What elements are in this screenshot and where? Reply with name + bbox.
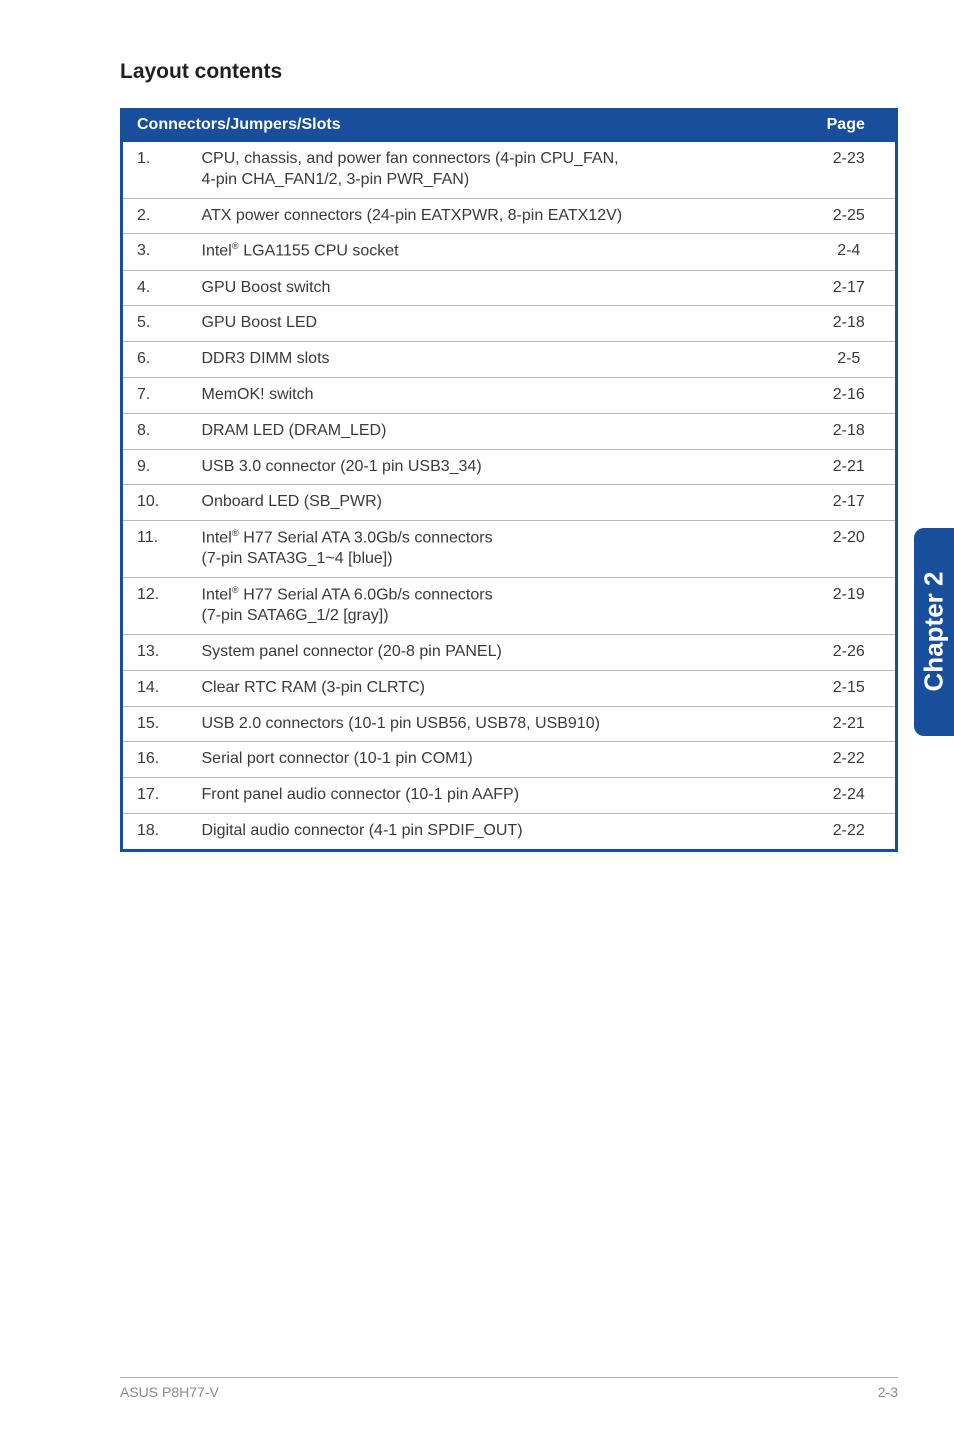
table-row: 7. MemOK! switch 2-16 <box>122 377 897 413</box>
table-row: 11. Intel® H77 Serial ATA 3.0Gb/s connec… <box>122 521 897 578</box>
row-number: 8. <box>122 413 188 449</box>
table-row: 3. Intel® LGA1155 CPU socket 2-4 <box>122 234 897 270</box>
table-row: 17. Front panel audio connector (10-1 pi… <box>122 778 897 814</box>
row-number: 14. <box>122 670 188 706</box>
table-row: 18. Digital audio connector (4-1 pin SPD… <box>122 813 897 850</box>
row-number: 7. <box>122 377 188 413</box>
section-heading: Layout contents <box>120 60 898 84</box>
row-desc: MemOK! switch <box>188 377 801 413</box>
row-page: 2-26 <box>801 634 897 670</box>
table-row: 10. Onboard LED (SB_PWR) 2-17 <box>122 485 897 521</box>
row-page: 2-17 <box>801 270 897 306</box>
row-number: 1. <box>122 142 188 198</box>
row-page: 2-4 <box>801 234 897 270</box>
row-page: 2-20 <box>801 521 897 578</box>
footer-page-number: 2-3 <box>878 1384 898 1400</box>
table-header-main: Connectors/Jumpers/Slots <box>122 108 801 142</box>
row-desc: Intel® LGA1155 CPU socket <box>188 234 801 270</box>
row-desc: CPU, chassis, and power fan connectors (… <box>188 142 801 198</box>
row-page: 2-21 <box>801 706 897 742</box>
row-page: 2-19 <box>801 578 897 635</box>
row-desc: USB 3.0 connector (20-1 pin USB3_34) <box>188 449 801 485</box>
row-desc: Front panel audio connector (10-1 pin AA… <box>188 778 801 814</box>
chapter-tab-label: Chapter 2 <box>919 570 950 694</box>
row-desc: Intel® H77 Serial ATA 6.0Gb/s connectors… <box>188 578 801 635</box>
row-desc: Intel® H77 Serial ATA 3.0Gb/s connectors… <box>188 521 801 578</box>
row-desc: DRAM LED (DRAM_LED) <box>188 413 801 449</box>
row-number: 13. <box>122 634 188 670</box>
row-page: 2-18 <box>801 413 897 449</box>
row-desc: Onboard LED (SB_PWR) <box>188 485 801 521</box>
row-page: 2-22 <box>801 742 897 778</box>
row-number: 4. <box>122 270 188 306</box>
row-page: 2-25 <box>801 198 897 234</box>
table-row: 8. DRAM LED (DRAM_LED) 2-18 <box>122 413 897 449</box>
row-page: 2-18 <box>801 306 897 342</box>
row-number: 5. <box>122 306 188 342</box>
row-number: 6. <box>122 342 188 378</box>
row-page: 2-5 <box>801 342 897 378</box>
table-row: 16. Serial port connector (10-1 pin COM1… <box>122 742 897 778</box>
table-row: 15. USB 2.0 connectors (10-1 pin USB56, … <box>122 706 897 742</box>
row-desc: GPU Boost LED <box>188 306 801 342</box>
chapter-tab: Chapter 2 <box>914 528 954 736</box>
table-row: 5. GPU Boost LED 2-18 <box>122 306 897 342</box>
row-desc: System panel connector (20-8 pin PANEL) <box>188 634 801 670</box>
table-header-page: Page <box>801 108 897 142</box>
page-footer: ASUS P8H77-V 2-3 <box>120 1377 898 1400</box>
row-number: 18. <box>122 813 188 850</box>
row-desc: ATX power connectors (24-pin EATXPWR, 8-… <box>188 198 801 234</box>
row-page: 2-23 <box>801 142 897 198</box>
row-page: 2-24 <box>801 778 897 814</box>
footer-product: ASUS P8H77-V <box>120 1384 219 1400</box>
row-desc: Clear RTC RAM (3-pin CLRTC) <box>188 670 801 706</box>
row-number: 10. <box>122 485 188 521</box>
row-number: 2. <box>122 198 188 234</box>
row-number: 3. <box>122 234 188 270</box>
row-page: 2-21 <box>801 449 897 485</box>
row-page: 2-17 <box>801 485 897 521</box>
row-number: 9. <box>122 449 188 485</box>
row-page: 2-15 <box>801 670 897 706</box>
row-number: 16. <box>122 742 188 778</box>
layout-contents-table: Connectors/Jumpers/Slots Page 1. CPU, ch… <box>120 108 898 852</box>
row-page: 2-16 <box>801 377 897 413</box>
row-number: 11. <box>122 521 188 578</box>
table-row: 2. ATX power connectors (24-pin EATXPWR,… <box>122 198 897 234</box>
row-number: 12. <box>122 578 188 635</box>
table-row: 4. GPU Boost switch 2-17 <box>122 270 897 306</box>
row-desc: GPU Boost switch <box>188 270 801 306</box>
row-desc: USB 2.0 connectors (10-1 pin USB56, USB7… <box>188 706 801 742</box>
row-page: 2-22 <box>801 813 897 850</box>
table-row: 9. USB 3.0 connector (20-1 pin USB3_34) … <box>122 449 897 485</box>
row-desc: Digital audio connector (4-1 pin SPDIF_O… <box>188 813 801 850</box>
table-row: 13. System panel connector (20-8 pin PAN… <box>122 634 897 670</box>
table-row: 6. DDR3 DIMM slots 2-5 <box>122 342 897 378</box>
row-number: 15. <box>122 706 188 742</box>
table-row: 14. Clear RTC RAM (3-pin CLRTC) 2-15 <box>122 670 897 706</box>
row-desc: Serial port connector (10-1 pin COM1) <box>188 742 801 778</box>
table-row: 12. Intel® H77 Serial ATA 6.0Gb/s connec… <box>122 578 897 635</box>
row-number: 17. <box>122 778 188 814</box>
table-row: 1. CPU, chassis, and power fan connector… <box>122 142 897 198</box>
row-desc: DDR3 DIMM slots <box>188 342 801 378</box>
